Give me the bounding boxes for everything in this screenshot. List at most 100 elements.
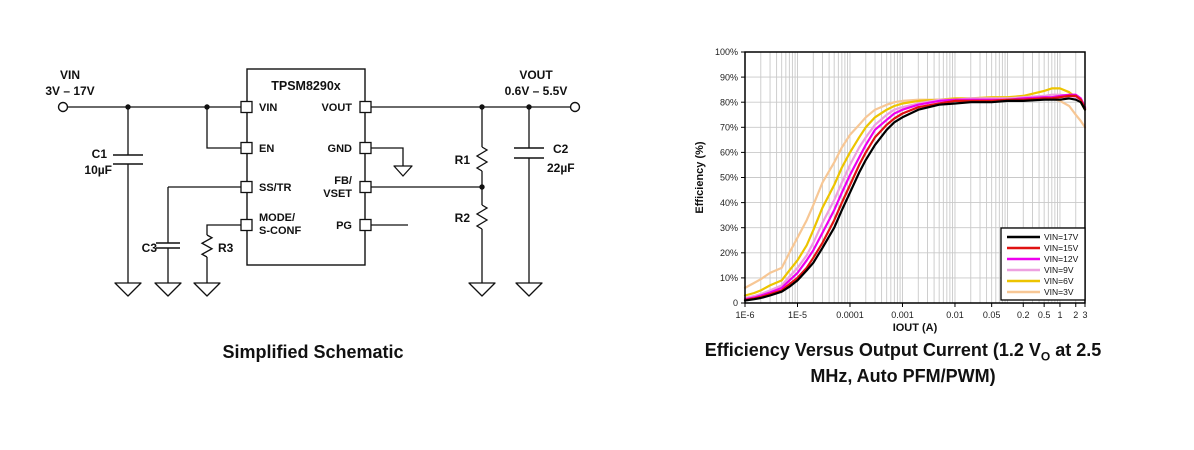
r3-resistor — [200, 234, 214, 258]
pin-label-vin: VIN — [259, 102, 277, 114]
c2-label: C2 — [553, 142, 569, 156]
junction-dot — [125, 104, 131, 110]
legend-label: VIN=3V — [1044, 287, 1074, 297]
x-tick-label: 0.01 — [946, 310, 964, 320]
x-tick-label: 0.05 — [983, 310, 1001, 320]
junction-dot — [204, 104, 210, 110]
r2-label: R2 — [455, 211, 471, 225]
series-line-VIN=6V — [743, 87, 1087, 297]
junction-dots — [125, 104, 532, 190]
wire-gnd-pin — [371, 147, 404, 166]
pin-label-gnd: GND — [328, 143, 353, 155]
output-terminal — [569, 101, 581, 113]
series-line-VIN=17V — [743, 97, 1087, 302]
simplified-schematic-diagram: TPSM8290x VIN EN SS/TR MODE/ S-CONF VOUT… — [45, 68, 581, 297]
y-axis-title: Efficiency (%) — [694, 141, 706, 213]
chart-caption-line1: Efficiency Versus Output Current (1.2 VO… — [622, 339, 1184, 365]
c1-label: C1 — [92, 147, 108, 161]
r2-resistor — [475, 204, 489, 230]
x-tick-label: 1E-5 — [788, 310, 807, 320]
c3-label: C3 — [142, 241, 158, 255]
pin-labels: VIN EN SS/TR MODE/ S-CONF VOUT GND FB/ V… — [259, 102, 352, 237]
pin-label-mode-2: S-CONF — [259, 225, 301, 237]
x-tick-label: 1E-6 — [735, 310, 754, 320]
ground-symbols — [114, 165, 543, 297]
ground-icon — [468, 282, 496, 297]
pin-box-fb — [359, 180, 372, 194]
schematic-caption: Simplified Schematic — [222, 342, 404, 362]
pin-box-en — [240, 141, 253, 155]
pin-box-vin — [240, 100, 253, 114]
x-tick-label: 2 — [1073, 310, 1078, 320]
legend-label: VIN=17V — [1044, 232, 1079, 242]
input-node-label: VIN — [60, 68, 80, 82]
ground-icon — [515, 282, 543, 297]
chart-caption-text: Efficiency Versus Output Current (1.2 V — [704, 340, 1041, 360]
y-tick-label: 20% — [720, 248, 738, 258]
chart-caption: Efficiency Versus Output Current (1.2 VO… — [622, 339, 1184, 387]
series-line-VIN=15V — [743, 94, 1087, 302]
ground-icon — [393, 165, 413, 177]
y-tick-label: 10% — [720, 273, 738, 283]
pin-box-pg — [359, 218, 372, 232]
y-tick-label: 0 — [733, 298, 738, 308]
chart-series — [743, 87, 1087, 302]
x-axis-title: IOUT (A) — [893, 322, 938, 334]
r1-label: R1 — [455, 153, 471, 167]
chart-caption-subscript: O — [1040, 349, 1051, 364]
y-tick-label: 80% — [720, 97, 738, 107]
resistors — [200, 146, 489, 258]
pin-box-vout — [359, 100, 372, 114]
pin-label-fb-2: VSET — [323, 188, 352, 200]
y-tick-label: 70% — [720, 123, 738, 133]
output-range-label: 0.6V – 5.5V — [505, 84, 568, 98]
ground-icon — [154, 282, 182, 297]
junction-dot — [526, 104, 532, 110]
input-terminal — [57, 101, 69, 113]
legend-label: VIN=6V — [1044, 276, 1074, 286]
x-tick-label: 0.0001 — [836, 310, 864, 320]
chart-caption-text: at 2.5 — [1050, 340, 1102, 360]
x-tick-label: 0.5 — [1038, 310, 1051, 320]
pin-label-pg: PG — [336, 220, 352, 232]
y-tick-label: 30% — [720, 223, 738, 233]
c1-capacitor — [113, 154, 143, 165]
y-tick-label: 90% — [720, 72, 738, 82]
series-line-VIN=9V — [743, 93, 1087, 300]
y-tick-label: 40% — [720, 198, 738, 208]
ground-icon — [193, 282, 221, 297]
pin-label-fb-1: FB/ — [334, 175, 352, 187]
c2-capacitor — [514, 147, 544, 159]
r1-resistor — [475, 146, 489, 172]
legend-label: VIN=9V — [1044, 265, 1074, 275]
x-tick-label: 0.001 — [891, 310, 914, 320]
capacitors — [113, 147, 544, 249]
legend-label: VIN=15V — [1044, 243, 1079, 253]
r3-label: R3 — [218, 241, 234, 255]
x-tick-label: 1 — [1057, 310, 1062, 320]
wire-sstr-c3-branch — [167, 186, 241, 283]
y-tick-label: 60% — [720, 148, 738, 158]
efficiency-chart: 0 10% 20% 30% 40% 50% 60% 70% 80% 90% 100% 1E-6 1E-5… — [694, 47, 1088, 334]
chart-caption-line2: MHz, Auto PFM/PWM) — [810, 365, 996, 386]
x-tick-label: 0.2 — [1017, 310, 1030, 320]
ic-title: TPSM8290x — [271, 79, 341, 93]
ground-icon — [114, 282, 142, 297]
c3-capacitor — [156, 242, 180, 249]
y-tick-label: 100% — [715, 47, 738, 57]
ic-body — [246, 68, 366, 266]
c1-value-label: 10µF — [84, 163, 112, 177]
legend-label: VIN=12V — [1044, 254, 1079, 264]
pin-box-sstr — [240, 180, 253, 194]
node-labels: VIN 3V – 17V VOUT 0.6V – 5.5V C1 10µF C3… — [45, 68, 574, 255]
junction-dot — [479, 184, 485, 190]
x-tick-label: 3 — [1082, 310, 1087, 320]
pin-label-en: EN — [259, 143, 274, 155]
wire-mode-r3-branch — [206, 224, 241, 283]
c2-value-label: 22µF — [547, 161, 575, 175]
pin-label-vout: VOUT — [321, 102, 352, 114]
legend-box — [1000, 227, 1086, 301]
junction-dot — [479, 104, 485, 110]
